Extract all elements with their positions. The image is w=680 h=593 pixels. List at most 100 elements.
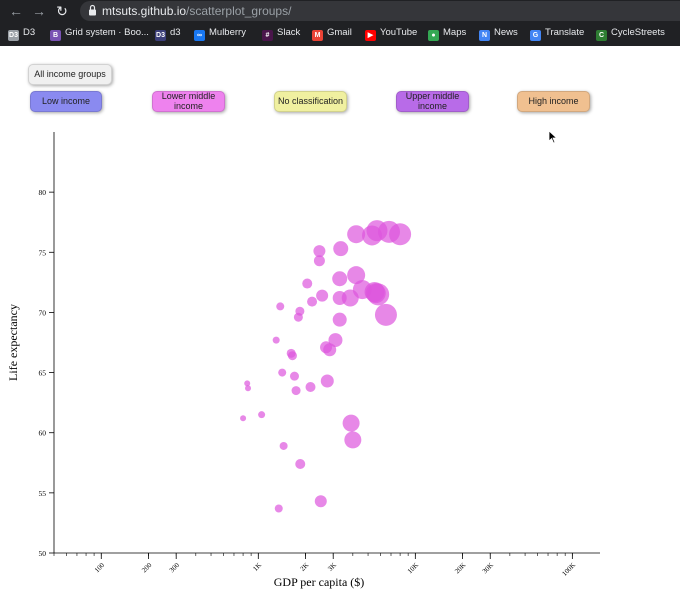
address-row: ← → ↻ mtsuts.github.io/scatterplot_group… bbox=[0, 0, 680, 22]
data-point[interactable] bbox=[389, 223, 412, 246]
youtube-icon: ▶ bbox=[365, 30, 376, 41]
all-income-groups-button[interactable]: All income groups bbox=[28, 64, 112, 85]
filter-no-classification-button[interactable]: No classification bbox=[274, 91, 347, 112]
meta-icon: ∞ bbox=[194, 30, 205, 41]
x-tick-label: 300 bbox=[168, 561, 181, 574]
bookmark-label: Maps bbox=[443, 27, 467, 38]
bookmark-cyclestreets[interactable]: C CycleStreets bbox=[596, 26, 665, 41]
data-point[interactable] bbox=[313, 255, 325, 267]
filter-button-label: Lower middle income bbox=[161, 91, 216, 111]
bookmark-grid-system-boo[interactable]: B Grid system · Boo... bbox=[50, 26, 149, 41]
data-point[interactable] bbox=[287, 351, 297, 361]
filter-lower-middle-income-button[interactable]: Lower middle income bbox=[152, 91, 225, 112]
filter-button-label: High income bbox=[528, 95, 579, 106]
data-point[interactable] bbox=[274, 504, 283, 513]
data-point[interactable] bbox=[295, 306, 305, 316]
data-point[interactable] bbox=[291, 386, 301, 396]
forward-icon[interactable]: → bbox=[32, 3, 46, 19]
x-tick-label: 10K bbox=[406, 561, 420, 575]
x-axis-label: GDP per capita ($) bbox=[274, 575, 365, 589]
url-path: /scatterplot_groups/ bbox=[186, 4, 292, 18]
data-point[interactable] bbox=[302, 278, 313, 289]
filter-button-label: No classification bbox=[277, 95, 344, 106]
filter-upper-middle-income-button[interactable]: Upper middle income bbox=[396, 91, 469, 112]
x-tick-label: 1K bbox=[251, 561, 263, 573]
data-point[interactable] bbox=[328, 333, 343, 348]
data-point[interactable] bbox=[374, 303, 397, 326]
data-point[interactable] bbox=[314, 495, 327, 508]
bookmark-label: CycleStreets bbox=[611, 27, 665, 38]
bookmark-translate[interactable]: G Translate bbox=[530, 26, 585, 41]
y-tick-label: 80 bbox=[39, 188, 47, 197]
filter-button-label: Low income bbox=[41, 95, 91, 106]
bookmark-gmail[interactable]: M Gmail bbox=[312, 26, 352, 41]
data-point[interactable] bbox=[278, 368, 287, 377]
bookmark-news[interactable]: N News bbox=[479, 26, 518, 41]
data-point[interactable] bbox=[367, 283, 390, 306]
bookmark-label: Gmail bbox=[327, 27, 352, 38]
data-point[interactable] bbox=[333, 241, 349, 257]
bookmark-label: Grid system · Boo... bbox=[65, 27, 149, 38]
data-point[interactable] bbox=[320, 374, 334, 388]
y-tick-label: 60 bbox=[39, 429, 47, 438]
data-point[interactable] bbox=[347, 266, 366, 285]
mouse-cursor-icon bbox=[548, 130, 558, 144]
slack-icon: # bbox=[262, 30, 273, 41]
bookmark-label: YouTube bbox=[380, 27, 418, 38]
maps-icon: ● bbox=[428, 30, 439, 41]
bookmark-maps[interactable]: ● Maps bbox=[428, 26, 467, 41]
data-point[interactable] bbox=[347, 225, 366, 244]
data-point[interactable] bbox=[244, 380, 251, 387]
x-tick-label: 2K bbox=[299, 561, 311, 573]
data-point[interactable] bbox=[245, 385, 252, 392]
data-point[interactable] bbox=[332, 312, 347, 327]
data-point[interactable] bbox=[240, 415, 247, 422]
data-point[interactable] bbox=[258, 411, 266, 419]
bookmark-label: Translate bbox=[545, 27, 585, 38]
x-tick-label: 200 bbox=[140, 561, 153, 574]
cyclestreets-icon: C bbox=[596, 30, 607, 41]
gmail-icon: M bbox=[312, 30, 323, 41]
bookmark-label: D3 bbox=[23, 27, 36, 38]
bookmark-d3[interactable]: D3 d3 bbox=[155, 26, 181, 41]
filter-high-income-button[interactable]: High income bbox=[517, 91, 590, 112]
data-point[interactable] bbox=[316, 289, 329, 302]
data-point[interactable] bbox=[305, 382, 316, 393]
all-income-groups-label: All income groups bbox=[34, 68, 106, 79]
data-point[interactable] bbox=[279, 441, 288, 450]
filter-low-income-button[interactable]: Low income bbox=[30, 91, 102, 112]
x-tick-label: 20K bbox=[453, 561, 467, 575]
data-point[interactable] bbox=[342, 414, 360, 432]
y-axis-label: Life expectancy bbox=[6, 304, 20, 381]
data-point[interactable] bbox=[289, 371, 299, 381]
data-point[interactable] bbox=[276, 302, 285, 311]
x-tick-label: 3K bbox=[326, 561, 338, 573]
reload-icon[interactable]: ↻ bbox=[56, 3, 68, 19]
y-tick-label: 55 bbox=[39, 489, 47, 498]
url-text: mtsuts.github.io/scatterplot_groups/ bbox=[102, 4, 291, 18]
data-point[interactable] bbox=[307, 296, 318, 307]
data-point[interactable] bbox=[295, 458, 306, 469]
y-tick-label: 70 bbox=[39, 308, 47, 317]
bookmark-youtube[interactable]: ▶ YouTube bbox=[365, 26, 418, 41]
bookmark-label: Slack bbox=[277, 27, 301, 38]
page-content: All income groups Low income Lower middle… bbox=[0, 46, 680, 593]
bookmark-label: Mulberry bbox=[209, 27, 246, 38]
data-point[interactable] bbox=[313, 245, 326, 258]
bookmark-slack[interactable]: # Slack bbox=[262, 26, 301, 41]
bookmark-mulberry[interactable]: ∞ Mulberry bbox=[194, 26, 246, 41]
bookmarks-bar: D3 D3 B Grid system · Boo... D3 d3 ∞ Mulberry # S… bbox=[0, 22, 680, 44]
data-point[interactable] bbox=[332, 271, 348, 287]
x-tick-label: 30K bbox=[481, 561, 495, 575]
x-tick-label: 100 bbox=[93, 561, 106, 574]
address-bar[interactable]: mtsuts.github.io/scatterplot_groups/ bbox=[80, 1, 680, 21]
bookmark-label: News bbox=[494, 27, 518, 38]
bookmark-label: d3 bbox=[170, 27, 181, 38]
bookmark-d3[interactable]: D3 D3 bbox=[8, 26, 36, 41]
data-point[interactable] bbox=[272, 336, 280, 344]
lock-icon bbox=[89, 4, 96, 16]
news-icon: N bbox=[479, 30, 490, 41]
back-icon[interactable]: ← bbox=[9, 3, 23, 19]
data-point[interactable] bbox=[344, 431, 362, 449]
y-tick-label: 50 bbox=[39, 549, 47, 558]
